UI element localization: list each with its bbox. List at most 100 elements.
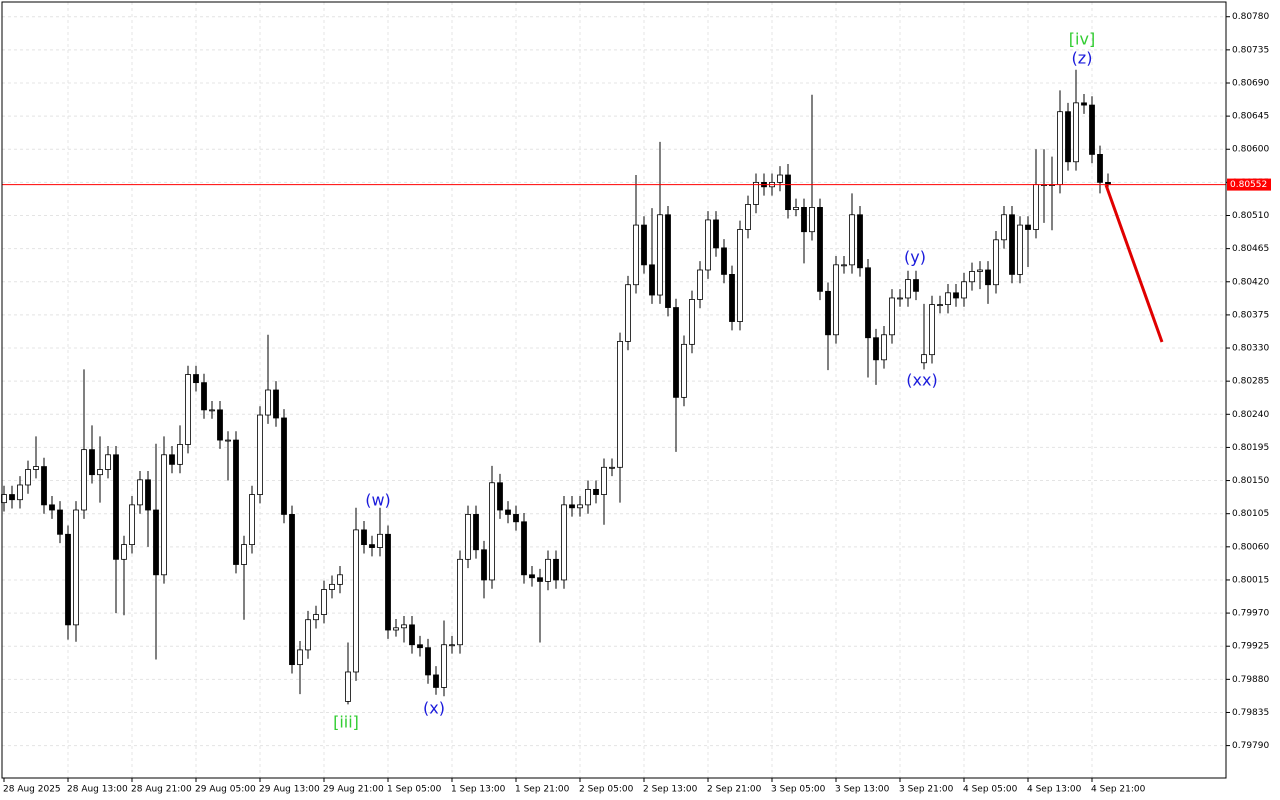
candle-body <box>169 454 175 465</box>
candle-body <box>521 521 527 576</box>
x-tick-label: 3 Sep 21:00 <box>899 785 954 795</box>
candle-body <box>1089 104 1095 155</box>
candle-body <box>937 304 943 306</box>
candle-body <box>433 674 439 688</box>
candle-body <box>881 334 887 361</box>
y-tick-label: 0.80735 <box>1232 45 1269 55</box>
candle-body <box>489 482 495 581</box>
candle-body <box>369 544 375 548</box>
candle-body <box>153 509 159 576</box>
x-tick-label: 28 Aug 21:00 <box>131 785 192 795</box>
candle-body <box>481 549 487 581</box>
candle-body <box>201 382 207 411</box>
wave-label: (y) <box>904 248 926 267</box>
y-tick-label: 0.80330 <box>1232 344 1269 354</box>
candle-body <box>209 409 215 412</box>
candle-body <box>569 504 575 509</box>
candle-body <box>729 274 735 322</box>
candle-body <box>913 279 919 292</box>
candle-body <box>897 297 903 300</box>
candle-body <box>601 466 607 495</box>
x-tick-label: 1 Sep 13:00 <box>451 785 506 795</box>
candle-body <box>1057 111 1063 185</box>
candle-body <box>425 647 431 676</box>
candle-body <box>321 589 327 615</box>
y-tick-label: 0.80240 <box>1232 410 1269 420</box>
x-tick-label: 28 Aug 13:00 <box>67 785 128 795</box>
candle-body <box>97 469 103 476</box>
candle-body <box>89 449 95 476</box>
y-tick-label: 0.80600 <box>1232 145 1269 155</box>
candle-body <box>921 354 927 364</box>
candle-body <box>721 247 727 275</box>
x-tick-label: 4 Sep 13:00 <box>1027 785 1082 795</box>
candle-body <box>849 214 855 266</box>
candle-body <box>281 417 287 515</box>
x-tick-label: 29 Aug 21:00 <box>323 785 384 795</box>
y-tick-label: 0.80645 <box>1232 112 1269 122</box>
y-tick-label: 0.80690 <box>1232 78 1269 88</box>
candle-body <box>905 279 911 299</box>
x-tick-label: 3 Sep 13:00 <box>835 785 890 795</box>
wave-label: [iii] <box>333 713 359 732</box>
candle-body <box>233 439 239 565</box>
candle-body <box>393 627 399 631</box>
candle-body <box>945 292 951 305</box>
candle-body <box>449 644 455 647</box>
candle-body <box>833 264 839 336</box>
candle-body <box>217 409 223 441</box>
wave-label: (xx) <box>906 371 937 390</box>
candle-body <box>817 207 823 292</box>
x-tick-label: 2 Sep 05:00 <box>579 785 634 795</box>
candle-body <box>81 449 87 511</box>
candle-body <box>297 649 303 666</box>
y-tick-label: 0.80060 <box>1232 542 1269 552</box>
x-tick-label: 29 Aug 13:00 <box>259 785 320 795</box>
candle-body <box>193 374 199 384</box>
candle-body <box>697 269 703 300</box>
candle-body <box>841 264 847 267</box>
candle-body <box>681 343 687 398</box>
current-price-label: 0.80552 <box>1230 180 1267 190</box>
candle-body <box>545 558 551 582</box>
candle-body <box>857 214 863 269</box>
x-tick-label: 2 Sep 21:00 <box>707 785 762 795</box>
candle-body <box>1033 184 1039 230</box>
candle-body <box>993 239 999 286</box>
candle-body <box>561 504 567 581</box>
candle-body <box>17 484 23 501</box>
candle-body <box>529 574 535 579</box>
candle-body <box>713 219 719 249</box>
candle-body <box>1097 154 1103 183</box>
current-price-box <box>1227 178 1271 191</box>
candle-body <box>441 644 447 688</box>
candle-body <box>777 174 783 183</box>
candle-body <box>345 671 351 702</box>
wave-label: [iv] <box>1069 30 1095 49</box>
candle-body <box>929 304 935 356</box>
candle-body <box>497 482 503 511</box>
candle-body <box>705 219 711 271</box>
candle-body <box>65 533 71 626</box>
candle-body <box>465 514 471 560</box>
candle-body <box>113 454 119 560</box>
candle-body <box>185 374 191 445</box>
candle-body <box>689 299 695 345</box>
candle-body <box>257 414 263 495</box>
candle-body <box>825 290 831 336</box>
y-tick-label: 0.80510 <box>1232 211 1269 221</box>
candle-body <box>177 444 183 465</box>
grid <box>2 2 1226 778</box>
y-tick-label: 0.80015 <box>1232 575 1269 585</box>
candle-body <box>609 466 615 469</box>
candle-body <box>1001 214 1007 241</box>
candle-body <box>969 271 975 283</box>
candle-body <box>593 488 599 495</box>
candle-body <box>73 509 79 626</box>
axes: 0.79790 0.79835 0.79880 0.79925 0.79970 0.800… <box>3 12 1271 795</box>
candle-body <box>457 558 463 646</box>
x-tick-label: 2 Sep 13:00 <box>643 785 698 795</box>
candle-body <box>809 207 815 233</box>
candle-body <box>673 307 679 398</box>
